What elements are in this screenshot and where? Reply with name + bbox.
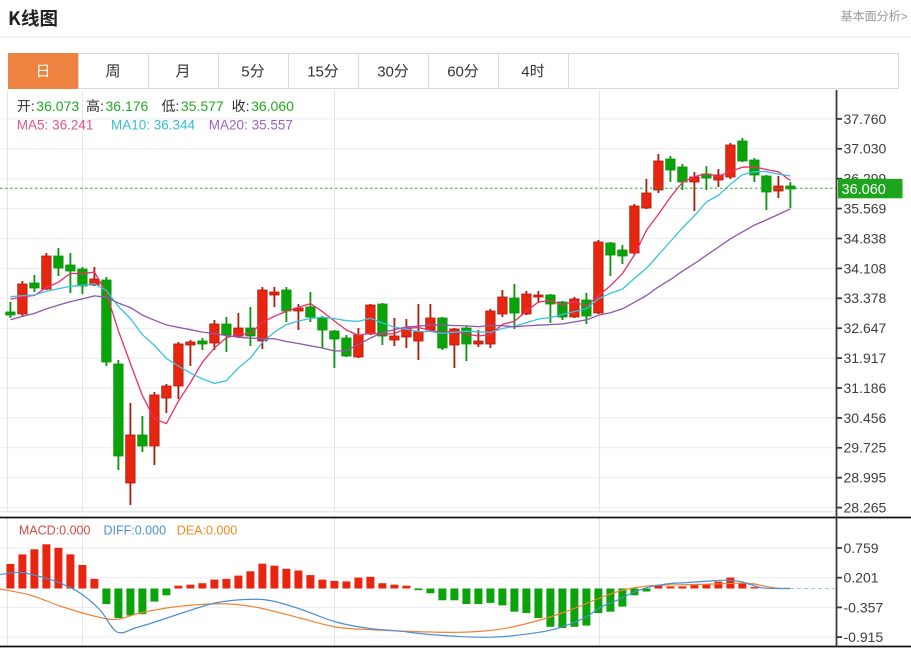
svg-text:MACD:0.000: MACD:0.000 [19, 524, 91, 538]
svg-text:0: 0 [456, 63, 464, 80]
svg-text:6: 6 [447, 63, 455, 80]
svg-text:0.201: 0.201 [844, 570, 879, 586]
svg-text:35.577: 35.577 [181, 98, 224, 114]
svg-text:MA5: 36.241: MA5: 36.241 [17, 117, 94, 132]
svg-text:4: 4 [521, 63, 529, 80]
svg-text:28.995: 28.995 [844, 470, 887, 486]
svg-text:30.456: 30.456 [844, 410, 887, 426]
svg-text:-0.915: -0.915 [844, 629, 884, 645]
svg-text:31.917: 31.917 [844, 350, 887, 366]
svg-text:1: 1 [307, 63, 315, 80]
svg-text::: : [246, 98, 250, 114]
svg-text:34.838: 34.838 [844, 230, 887, 246]
svg-text::: : [175, 98, 179, 114]
svg-text:-0.357: -0.357 [844, 599, 884, 615]
svg-text:35.569: 35.569 [844, 201, 887, 217]
svg-text:31.186: 31.186 [844, 380, 887, 396]
svg-text::: : [100, 98, 104, 114]
svg-text:5: 5 [241, 63, 249, 80]
svg-text::: : [31, 98, 35, 114]
svg-text:28.265: 28.265 [844, 500, 887, 516]
svg-text:0: 0 [386, 63, 394, 80]
svg-text:3: 3 [377, 63, 385, 80]
svg-text:29.725: 29.725 [844, 440, 887, 456]
svg-text:0.759: 0.759 [844, 540, 879, 556]
svg-text:36.073: 36.073 [36, 98, 79, 114]
svg-text:>: > [901, 10, 908, 24]
svg-text:36.176: 36.176 [106, 98, 149, 114]
svg-text:DEA:0.000: DEA:0.000 [177, 524, 238, 538]
svg-text:DIFF:0.000: DIFF:0.000 [104, 524, 167, 538]
svg-text:5: 5 [316, 63, 324, 80]
svg-text:34.108: 34.108 [844, 260, 887, 276]
svg-text:37.030: 37.030 [844, 141, 887, 157]
svg-text:32.647: 32.647 [844, 320, 887, 336]
svg-text:36.060: 36.060 [842, 182, 886, 198]
svg-text:37.760: 37.760 [844, 111, 887, 127]
svg-text:MA20: 35.557: MA20: 35.557 [209, 117, 293, 132]
svg-text:36.060: 36.060 [251, 98, 294, 114]
svg-text:33.378: 33.378 [844, 290, 887, 306]
svg-text:MA10: 36.344: MA10: 36.344 [111, 117, 196, 132]
